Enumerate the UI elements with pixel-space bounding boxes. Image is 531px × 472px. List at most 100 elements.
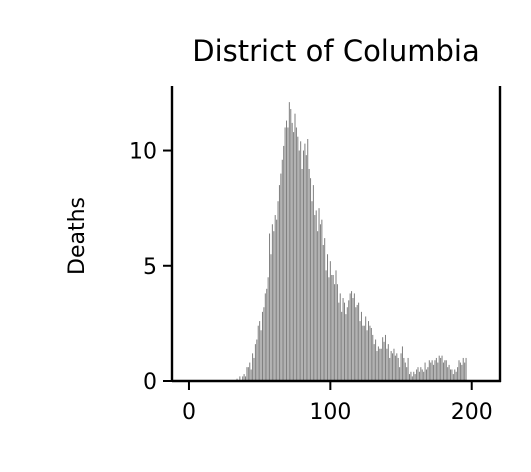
bar xyxy=(413,371,415,381)
bar xyxy=(433,364,435,381)
bar xyxy=(317,231,319,381)
x-tick-label: 0 xyxy=(182,400,196,425)
bar xyxy=(243,374,245,381)
bar xyxy=(392,353,394,381)
bar xyxy=(322,245,324,381)
bar xyxy=(386,348,388,381)
bar xyxy=(250,369,252,381)
bar xyxy=(434,360,436,381)
bar xyxy=(290,109,292,382)
bar xyxy=(409,374,411,381)
bar xyxy=(377,346,379,381)
bar xyxy=(455,371,457,381)
bar xyxy=(423,371,425,381)
bar xyxy=(269,233,271,381)
bar xyxy=(294,113,296,381)
bar xyxy=(293,132,295,381)
bar xyxy=(418,371,420,381)
bar xyxy=(305,155,307,381)
bar xyxy=(300,141,302,381)
bar xyxy=(380,348,382,381)
bar xyxy=(346,307,348,381)
bar xyxy=(438,355,440,381)
bar xyxy=(349,293,351,381)
bar xyxy=(448,364,450,381)
bar xyxy=(315,210,317,381)
bar xyxy=(421,369,423,381)
bar xyxy=(284,127,286,381)
bar xyxy=(362,325,364,381)
bar xyxy=(261,311,263,381)
bar xyxy=(270,254,272,381)
bar xyxy=(254,344,256,382)
y-tick-label: 0 xyxy=(143,370,157,395)
bar xyxy=(359,321,361,381)
bar xyxy=(355,307,357,381)
y-tick-label: 10 xyxy=(129,140,157,165)
bar xyxy=(465,357,467,381)
bar xyxy=(447,367,449,381)
bar xyxy=(404,362,406,381)
bar xyxy=(363,325,365,381)
bar xyxy=(339,293,341,381)
bar xyxy=(249,362,251,381)
bar xyxy=(441,355,443,381)
bar xyxy=(338,302,340,381)
bar xyxy=(273,231,275,381)
bar xyxy=(325,270,327,382)
bar xyxy=(375,339,377,381)
bar xyxy=(274,215,276,381)
bar xyxy=(253,357,255,381)
bar xyxy=(335,270,337,382)
bar xyxy=(321,219,323,381)
bar xyxy=(454,369,456,381)
bar xyxy=(424,362,426,381)
bar xyxy=(390,351,392,381)
bar xyxy=(276,219,278,381)
bar xyxy=(445,360,447,381)
bar xyxy=(352,298,354,381)
bar xyxy=(283,145,285,381)
bar xyxy=(319,224,321,381)
bar xyxy=(396,353,398,381)
bar xyxy=(457,367,459,381)
bar xyxy=(459,362,461,381)
bar xyxy=(399,367,401,381)
bar xyxy=(372,334,374,381)
bar xyxy=(239,376,241,381)
bar xyxy=(271,224,273,381)
bar xyxy=(324,238,326,381)
bar xyxy=(295,127,297,381)
bar xyxy=(336,284,338,381)
bar xyxy=(259,321,261,381)
bar xyxy=(430,362,432,381)
bar xyxy=(417,367,419,381)
bar xyxy=(382,337,384,381)
bar xyxy=(366,330,368,381)
bar xyxy=(318,208,320,381)
bar xyxy=(331,274,333,381)
bar xyxy=(370,327,372,381)
x-tick-label: 100 xyxy=(309,400,351,425)
bar xyxy=(464,362,466,381)
bar xyxy=(278,185,280,381)
bar xyxy=(383,341,385,381)
bar xyxy=(328,277,330,381)
bar xyxy=(298,150,300,381)
bar xyxy=(394,355,396,381)
bar xyxy=(403,357,405,381)
bar xyxy=(358,302,360,381)
bar xyxy=(450,369,452,381)
bar xyxy=(257,325,259,381)
bar xyxy=(281,159,283,381)
bar xyxy=(343,302,345,381)
y-tick-label: 5 xyxy=(143,255,157,280)
bar xyxy=(360,311,362,381)
bar xyxy=(310,178,312,381)
bar xyxy=(437,362,439,381)
x-tick-label: 200 xyxy=(451,400,493,425)
bar xyxy=(247,367,249,381)
bar xyxy=(400,353,402,381)
bar xyxy=(256,339,258,381)
